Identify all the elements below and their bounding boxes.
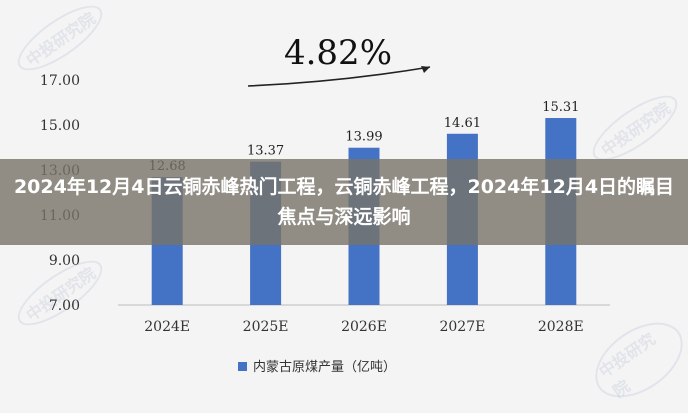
bar-data-label: 13.99 <box>345 130 382 145</box>
growth-arrow <box>247 66 431 87</box>
x-tick-label: 2024E <box>144 319 190 335</box>
y-tick-label: 9.00 <box>49 253 80 269</box>
x-tick-label: 2025E <box>243 319 289 335</box>
bar-data-label: 13.37 <box>247 144 284 159</box>
bar-data-label: 14.61 <box>444 116 481 131</box>
growth-arrow-head <box>421 66 430 73</box>
bar-data-label: 15.31 <box>542 100 579 115</box>
x-axis-ticks: 2024E 2025E 2026E 2027E 2028E <box>144 319 583 335</box>
y-tick-label: 17.00 <box>40 73 80 89</box>
x-tick-label: 2027E <box>439 319 485 335</box>
y-tick-label: 7.00 <box>49 298 80 314</box>
legend-label: 内蒙古原煤产量（亿吨） <box>253 359 396 375</box>
legend: 内蒙古原煤产量（亿吨） <box>238 359 396 375</box>
title-banner: 2024年12月4日云铜赤峰热门工程，云铜赤峰工程，2024年12月4日的瞩目焦… <box>0 159 688 245</box>
growth-rate-label: 4.82% <box>284 33 392 73</box>
growth-annotation: 4.82% <box>247 33 431 87</box>
legend-swatch <box>238 362 247 371</box>
x-tick-label: 2026E <box>341 319 387 335</box>
x-tick-label: 2028E <box>538 319 584 335</box>
y-tick-label: 15.00 <box>40 118 80 134</box>
article-title: 2024年12月4日云铜赤峰热门工程，云铜赤峰工程，2024年12月4日的瞩目焦… <box>13 176 675 228</box>
